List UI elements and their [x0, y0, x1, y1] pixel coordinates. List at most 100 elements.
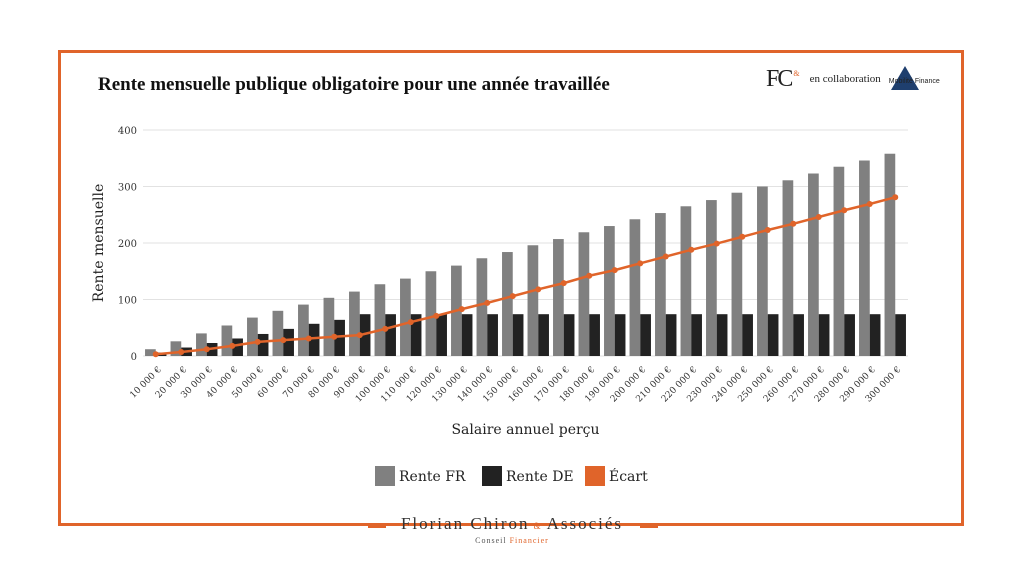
- bar-rente-de: [895, 314, 906, 356]
- fc-logo: FC &: [766, 66, 800, 93]
- legend-label: Rente FR: [399, 469, 466, 485]
- point-ecart: [790, 220, 797, 227]
- bar-rente-fr: [196, 333, 207, 356]
- point-ecart: [203, 346, 210, 353]
- bar-rente-de: [818, 314, 830, 356]
- bar-rente-de: [410, 314, 422, 356]
- point-ecart: [433, 312, 440, 319]
- bar-rente-fr: [808, 173, 819, 356]
- fc-logo-text: FC: [766, 65, 793, 92]
- line-ecart: [155, 196, 896, 356]
- point-ecart: [764, 227, 771, 234]
- y-tick-label: 100: [118, 296, 137, 307]
- legend-swatch: [585, 466, 605, 486]
- point-ecart: [484, 299, 491, 306]
- point-ecart: [229, 342, 236, 349]
- bar-rente-de: [232, 338, 243, 356]
- bar-rente-fr: [400, 278, 411, 356]
- mobilite-finance-logo: Mobilité Finance: [887, 64, 949, 94]
- bar-rente-fr: [731, 192, 743, 356]
- footer-line-right: [640, 525, 658, 528]
- bar-rente-fr: [476, 258, 488, 356]
- point-ecart: [713, 240, 720, 247]
- bar-rente-fr: [706, 200, 717, 356]
- point-ecart: [892, 194, 899, 201]
- point-ecart: [739, 233, 746, 240]
- bar-rente-fr: [782, 180, 794, 356]
- bar-rente-fr: [680, 206, 692, 356]
- legend-label: Écart: [609, 467, 648, 485]
- point-ecart: [356, 332, 363, 339]
- bar-rente-fr: [859, 160, 870, 356]
- bar-rente-fr: [374, 284, 386, 356]
- mobilite-finance-shape: [890, 66, 919, 90]
- y-tick-label: 300: [118, 183, 137, 194]
- bar-rente-de: [716, 314, 728, 356]
- point-ecart: [662, 253, 669, 260]
- point-ecart: [586, 272, 593, 279]
- bar-rente-fr: [323, 297, 335, 356]
- chart-title: Rente mensuelle publique obligatoire pou…: [98, 74, 610, 95]
- footer-brand: Florian Chiron & Associés Conseil Financie…: [0, 514, 1024, 545]
- bar-rente-de: [308, 323, 320, 356]
- bar-rente-de: [742, 314, 753, 356]
- point-ecart: [611, 267, 618, 274]
- footer-sub-2: Financier: [509, 536, 549, 545]
- bar-rente-fr: [629, 219, 641, 356]
- collab-text: en collaboration: [809, 73, 881, 85]
- legend-swatch: [375, 466, 395, 486]
- bar-rente-de: [589, 314, 600, 356]
- bar-rente-fr: [553, 239, 564, 356]
- y-tick-label: 200: [118, 239, 137, 250]
- point-ecart: [866, 201, 873, 208]
- logos: FC & en collaboration Mobilité Finance: [766, 64, 949, 94]
- bar-rente-fr: [272, 310, 284, 356]
- point-ecart: [178, 349, 185, 356]
- bar-rente-de: [767, 314, 779, 356]
- bar-rente-de: [334, 319, 345, 356]
- bar-rente-fr: [604, 226, 615, 356]
- x-axis-label: Salaire annuel perçu: [451, 422, 599, 438]
- footer-name-1: Florian Chiron: [400, 514, 530, 533]
- bar-rente-de: [665, 314, 677, 356]
- point-ecart: [152, 351, 159, 358]
- footer-sub-1: Conseil: [475, 536, 507, 545]
- bar-rente-de: [385, 314, 396, 356]
- point-ecart: [688, 246, 695, 253]
- bar-rente-de: [793, 314, 804, 356]
- bar-rente-de: [538, 314, 549, 356]
- y-axis-label: Rente mensuelle: [91, 184, 107, 303]
- point-ecart: [280, 337, 287, 344]
- footer-name-2: Associés: [546, 514, 624, 533]
- bar-rente-fr: [170, 341, 182, 356]
- point-ecart: [305, 335, 312, 342]
- point-ecart: [637, 260, 644, 267]
- bar-rente-fr: [221, 325, 233, 356]
- footer-amp: &: [533, 521, 543, 531]
- bar-rente-fr: [757, 186, 768, 356]
- bar-rente-de: [359, 314, 371, 356]
- point-ecart: [254, 338, 261, 345]
- bar-rente-de: [436, 314, 447, 356]
- point-ecart: [509, 293, 516, 300]
- point-ecart: [535, 286, 542, 293]
- bar-rente-de: [512, 314, 524, 356]
- point-ecart: [841, 207, 848, 214]
- point-ecart: [407, 319, 414, 326]
- bar-rente-fr: [298, 304, 309, 356]
- bar-rente-fr: [349, 291, 360, 356]
- bar-rente-fr: [502, 252, 513, 356]
- bar-rente-de: [257, 333, 269, 356]
- point-ecart: [815, 214, 822, 221]
- bar-rente-fr: [145, 349, 156, 356]
- bar-rente-fr: [655, 213, 666, 356]
- bar-rente-fr: [527, 245, 539, 356]
- bar-rente-de: [691, 314, 702, 356]
- bar-rente-de: [640, 314, 651, 356]
- bar-rente-de: [487, 314, 498, 356]
- point-ecart: [458, 306, 465, 313]
- bar-rente-de: [563, 314, 575, 356]
- bar-rente-fr: [247, 317, 258, 356]
- bar-rente-fr: [833, 166, 845, 356]
